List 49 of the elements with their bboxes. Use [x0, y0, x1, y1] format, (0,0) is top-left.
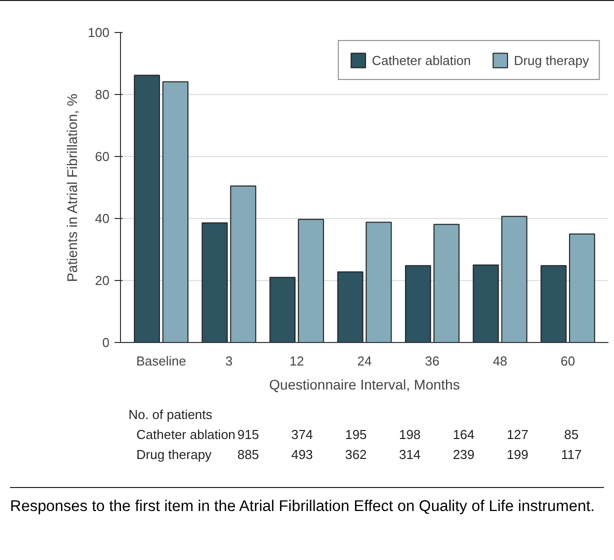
legend-label: Drug therapy [514, 52, 589, 68]
text: 362 [345, 447, 367, 462]
y-tick-label: 20 [95, 273, 110, 288]
y-tick-label: 80 [95, 87, 110, 102]
bar [162, 81, 188, 342]
text: 915 [237, 427, 260, 442]
text: No. of patients [128, 407, 213, 422]
y-tick-label: 60 [95, 149, 110, 164]
y-tick-label: 100 [88, 25, 110, 40]
bar [540, 265, 567, 342]
text: 885 [237, 447, 260, 462]
legend-label: Catheter ablation [372, 52, 471, 68]
text: 493 [291, 447, 313, 462]
text: 127 [506, 427, 528, 442]
x-tick-label: Baseline [136, 354, 186, 368]
text: 164 [452, 427, 475, 442]
x-tick-label: 48 [492, 354, 508, 368]
text: 198 [398, 427, 421, 442]
bar [366, 222, 392, 342]
x-tick-label: 36 [425, 354, 440, 368]
text: 374 [291, 427, 313, 442]
bar [202, 222, 228, 342]
y-axis-title: Patients in Atrial Fibrillation, % [64, 94, 80, 282]
x-tick-label: 3 [225, 354, 233, 368]
text: 195 [345, 427, 367, 442]
text: Catheter ablation [136, 427, 236, 442]
text: 85 [564, 427, 579, 442]
text: Responses to the first item in the Atrial Fibrillation Effect on Quality of Life instrument. [10, 497, 595, 517]
x-tick-label: 60 [560, 354, 576, 368]
y-tick-label: 40 [95, 211, 110, 226]
bar [472, 264, 499, 342]
bar [405, 265, 432, 342]
text: Drug therapy [136, 447, 212, 462]
bar [230, 185, 256, 342]
text: 239 [452, 447, 475, 462]
bar [501, 216, 528, 342]
bar [569, 234, 596, 342]
text: 314 [398, 447, 421, 462]
bar [337, 271, 364, 342]
bar [433, 224, 460, 342]
text: 199 [506, 447, 528, 462]
bar [269, 276, 296, 342]
bar [298, 218, 324, 342]
text: 117 [561, 447, 582, 462]
bar [134, 74, 160, 342]
y-tick-label: 0 [102, 335, 110, 350]
x-tick-label: 12 [289, 354, 304, 368]
x-tick-label: 24 [357, 354, 372, 368]
x-axis-title: Questionnaire Interval, Months [269, 376, 460, 392]
